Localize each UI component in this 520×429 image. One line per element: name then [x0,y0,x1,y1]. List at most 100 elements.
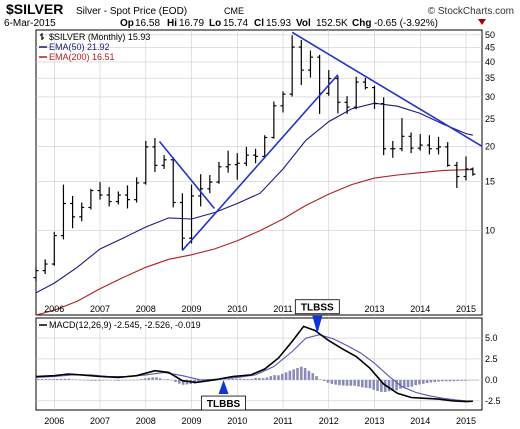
price-x-tick-label: 2011 [273,304,292,314]
macd-y-ticks: -2.5 0.0 2.5 5.0 [485,333,501,406]
macd-y-tick-label: -2.5 [485,396,501,406]
histogram-bar [67,378,71,380]
histogram-bar [90,379,93,381]
price-bar [234,153,240,180]
histogram-bar [364,379,368,388]
macd-x-tick-label: 2009 [182,416,202,426]
histogram-bar [334,379,337,385]
price-x-tick-label: 2007 [90,304,110,314]
histogram-bar [166,379,170,380]
histogram-bar [330,379,334,384]
histogram-bar [452,379,456,382]
histogram-bar [410,379,414,387]
arrow-up-icon [218,380,229,395]
price-bar [42,259,48,275]
histogram-bar [380,379,383,392]
chart-description: Silver - Spot Price (EOD) [76,6,187,17]
price-bar [253,148,259,164]
macd-histogram [36,366,478,393]
price-bar [70,195,76,229]
price-bar [60,184,66,240]
price-x-tick-label: 2009 [182,304,202,314]
histogram-bar [158,378,162,380]
histogram-bar [105,379,109,381]
chart-symbol: $SILVER [6,1,63,17]
macd-x-tick-label: 2010 [227,416,247,426]
histogram-bar [368,379,372,389]
price-bar [372,85,378,109]
annotation-label: TLBBS [207,399,241,410]
histogram-bar [155,377,158,380]
price-bar [124,185,130,209]
histogram-bar [319,379,322,380]
histogram-bar [372,379,376,390]
price-legend-label: EMA(200) 16.51 [49,52,115,62]
histogram-bar [345,379,349,386]
histogram-bar [361,379,364,388]
macd-x-tick-label: 2012 [319,416,339,426]
price-bar [344,96,350,114]
histogram-bar [418,379,421,385]
volume-value: 152.5K [316,18,348,29]
macd-y-tick-label: 0.0 [485,375,498,385]
annotation-label: TLBSS [301,303,334,314]
open-value: 16.58 [135,18,160,29]
histogram-bar [48,379,52,380]
price-bar [463,156,469,181]
histogram-bar [223,379,227,380]
histogram-bar [170,379,174,381]
histogram-bar [261,378,265,380]
ema50-series [35,102,474,294]
open-label: Op [120,18,134,29]
quote-date: 6-Mar-2015 [4,18,56,29]
change-down-arrow-icon [478,19,486,25]
macd-x-ticks: 2006 2007 2008 2009 2010 2011 2012 2013 2014 2015 [44,416,476,426]
price-bar [179,193,185,251]
histogram-bar [448,379,452,382]
price-bar [445,142,451,167]
histogram-bar [174,379,177,382]
price-bar [33,267,39,282]
histogram-bar [349,379,353,386]
price-bar [143,140,149,185]
price-bar [326,70,332,96]
price-x-tick-label: 2013 [364,304,384,314]
histogram-bar [128,379,132,381]
price-panel-frame [35,29,483,316]
macd-x-tick-label: 2006 [44,416,64,426]
trendline [158,141,216,209]
price-bar [307,50,313,78]
price-bar [271,101,277,139]
price-bar [88,188,94,210]
histogram-bar [56,378,59,380]
histogram-bar [303,367,307,380]
histogram-bar [444,379,448,382]
price-bar [417,134,423,151]
histogram-bar [185,379,189,385]
price-y-tick-label: 45 [485,43,495,53]
histogram-bar [425,379,429,384]
macd-y-tick-label: 2.5 [485,354,498,364]
histogram-bar [269,376,273,380]
histogram-bar [311,373,315,380]
histogram-bar [460,379,463,381]
macd-y-tick-label: 5.0 [485,333,498,343]
price-bar [362,77,368,90]
histogram-bar [300,366,303,380]
histogram-bar [109,379,113,381]
histogram-bar [147,377,151,380]
histogram-bar [387,379,391,392]
histogram-bar [78,379,82,381]
macd-legend: MACD(12,26,9) -2.545, -2.526, -0.019 [39,320,201,330]
price-bar [436,136,442,155]
price-bar [225,150,231,173]
price-bar [134,177,140,203]
histogram-bar [143,378,147,380]
histogram-bar [296,368,299,380]
histogram-bar [406,379,410,388]
macd-legend-label: MACD(12,26,9) -2.545, -2.526, -0.019 [49,320,201,330]
histogram-bar [441,379,444,382]
macd-x-tick-label: 2007 [90,416,110,426]
price-bar [161,155,167,169]
